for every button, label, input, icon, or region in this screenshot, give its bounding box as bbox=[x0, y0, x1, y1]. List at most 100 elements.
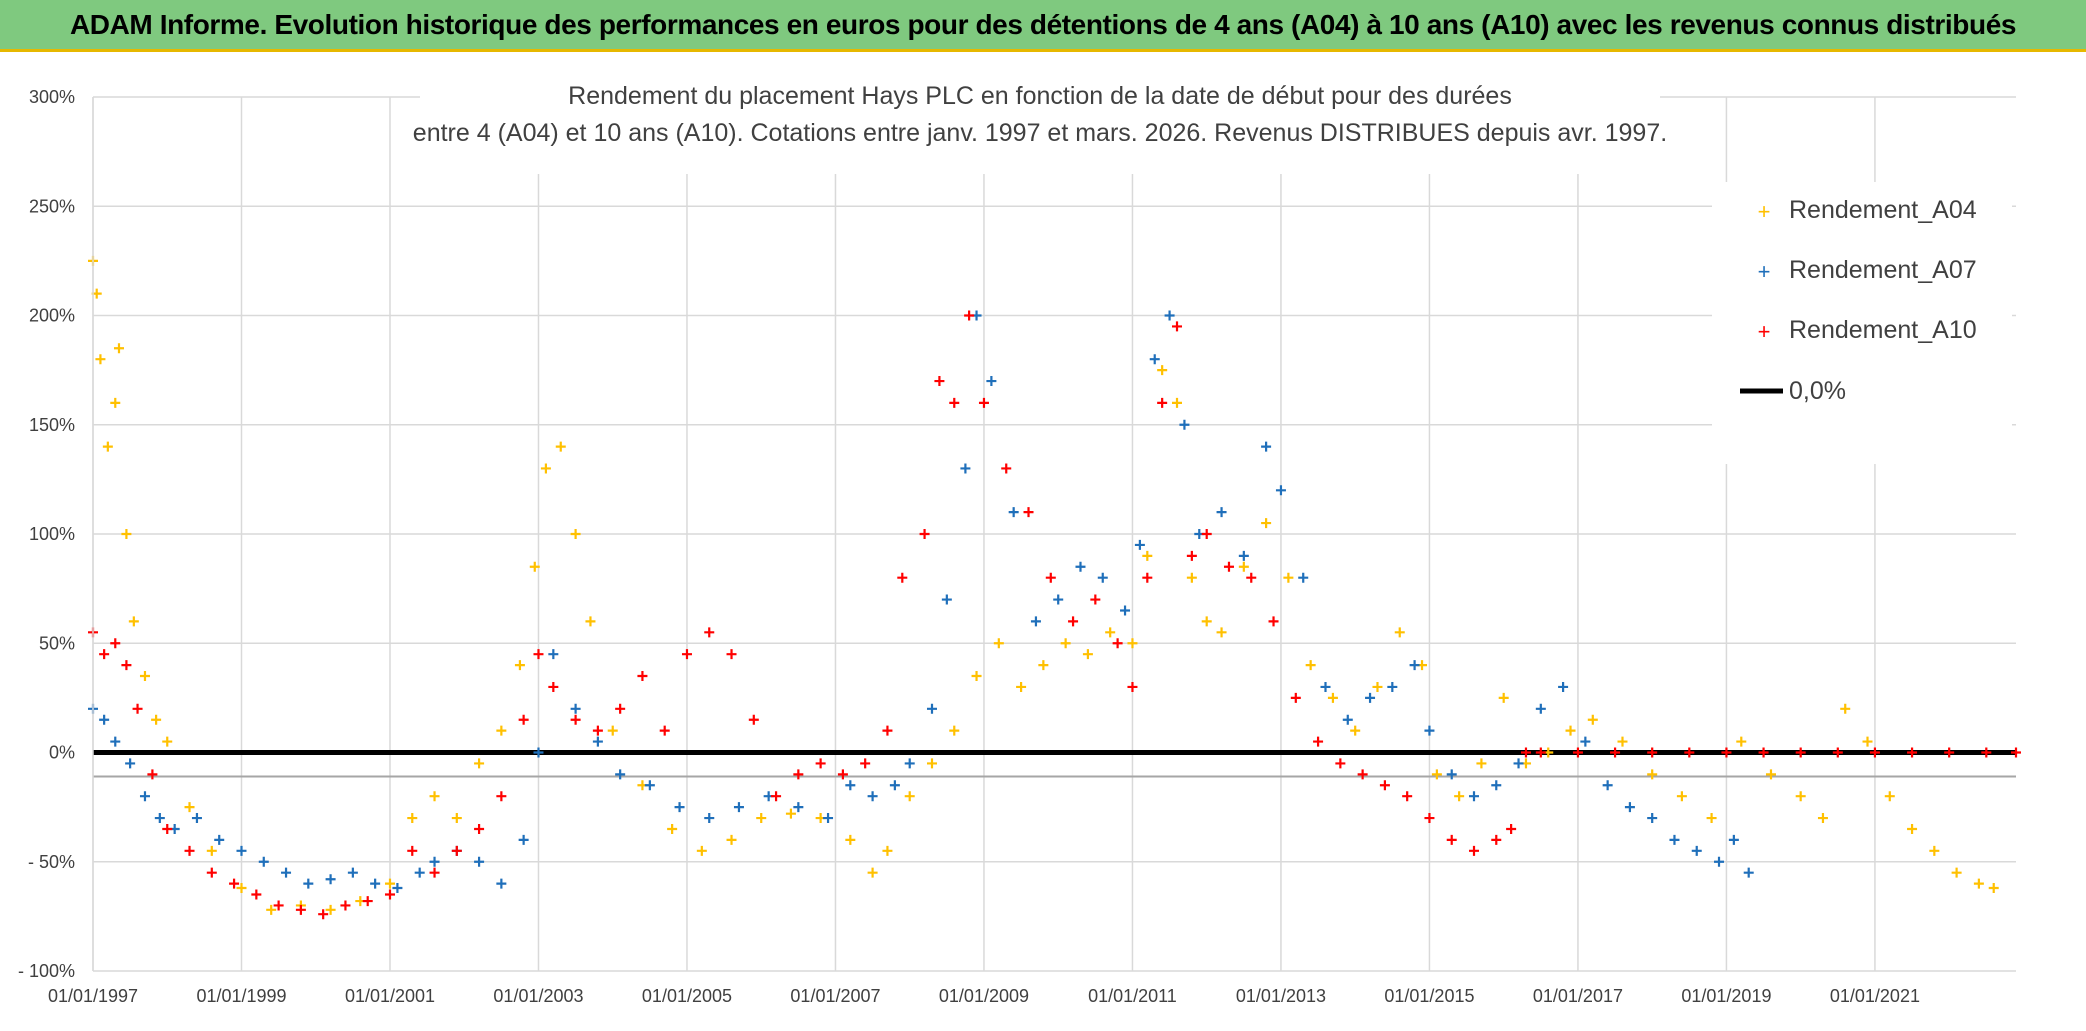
data-point bbox=[1647, 769, 1658, 780]
data-point bbox=[1261, 518, 1272, 529]
data-point bbox=[206, 845, 217, 856]
data-point bbox=[110, 638, 121, 649]
data-point bbox=[1446, 834, 1457, 845]
data-point bbox=[949, 397, 960, 408]
data-point bbox=[1120, 605, 1131, 616]
data-point bbox=[1275, 485, 1286, 496]
legend-label-a10: Rendement_A10 bbox=[1789, 316, 1977, 344]
data-point bbox=[128, 616, 139, 627]
data-point bbox=[184, 845, 195, 856]
data-point bbox=[139, 791, 150, 802]
data-point bbox=[904, 758, 915, 769]
data-point bbox=[347, 867, 358, 878]
data-point bbox=[771, 791, 782, 802]
data-point bbox=[340, 900, 351, 911]
data-point bbox=[1238, 561, 1249, 572]
data-point bbox=[151, 714, 162, 725]
data-point bbox=[1127, 638, 1138, 649]
data-point bbox=[592, 736, 603, 747]
data-point bbox=[585, 616, 596, 627]
y-tick-label: 200% bbox=[29, 306, 75, 326]
x-tick-label: 01/01/2011 bbox=[1088, 986, 1177, 1006]
data-point bbox=[1758, 747, 1769, 758]
data-point bbox=[1409, 660, 1420, 671]
data-point bbox=[1402, 791, 1413, 802]
data-point bbox=[726, 649, 737, 660]
data-point bbox=[837, 769, 848, 780]
data-point bbox=[615, 703, 626, 714]
legend-marker-a04: + bbox=[1758, 199, 1771, 224]
data-point bbox=[1706, 813, 1717, 824]
series-rendement-a10 bbox=[88, 310, 2021, 920]
data-point bbox=[815, 758, 826, 769]
data-point bbox=[1365, 692, 1376, 703]
data-point bbox=[548, 681, 559, 692]
data-point bbox=[533, 649, 544, 660]
data-point bbox=[1795, 791, 1806, 802]
data-point bbox=[110, 397, 121, 408]
data-point bbox=[667, 823, 678, 834]
data-point bbox=[303, 878, 314, 889]
legend-item-a07: + Rendement_A07 bbox=[1758, 256, 1977, 284]
data-point bbox=[674, 802, 685, 813]
data-point bbox=[1520, 747, 1531, 758]
data-point bbox=[99, 714, 110, 725]
legend-marker-a10: + bbox=[1758, 319, 1771, 344]
data-point bbox=[704, 813, 715, 824]
data-point bbox=[474, 856, 485, 867]
data-point bbox=[1201, 529, 1212, 539]
x-tick-label: 01/01/2013 bbox=[1236, 986, 1326, 1006]
data-point bbox=[756, 813, 767, 824]
data-point bbox=[318, 909, 329, 920]
data-point bbox=[1572, 747, 1583, 758]
data-point bbox=[451, 813, 462, 824]
legend-label-zero-line: 0,0% bbox=[1789, 377, 1846, 405]
data-point bbox=[1112, 638, 1123, 649]
data-point bbox=[1179, 419, 1190, 430]
data-point bbox=[1602, 780, 1613, 791]
data-point bbox=[1127, 681, 1138, 692]
x-tick-label: 01/01/2015 bbox=[1384, 986, 1474, 1006]
y-tick-label: 100% bbox=[29, 524, 75, 544]
data-point bbox=[1424, 725, 1435, 736]
data-point bbox=[1186, 550, 1197, 561]
data-point bbox=[325, 874, 336, 885]
data-point bbox=[184, 802, 195, 813]
data-point bbox=[1743, 867, 1754, 878]
data-point bbox=[1647, 813, 1658, 824]
data-point bbox=[1506, 823, 1517, 834]
data-point bbox=[823, 813, 834, 824]
data-point bbox=[978, 397, 989, 408]
data-point bbox=[1884, 791, 1895, 802]
data-point bbox=[1016, 681, 1027, 692]
data-point bbox=[949, 725, 960, 736]
data-point bbox=[897, 572, 908, 583]
data-point bbox=[1988, 882, 1999, 893]
data-point bbox=[162, 823, 173, 834]
data-point bbox=[121, 660, 132, 671]
legend-marker-a07: + bbox=[1758, 259, 1771, 284]
data-point bbox=[659, 725, 670, 736]
data-point bbox=[1387, 681, 1398, 692]
data-point bbox=[1075, 561, 1086, 572]
data-point bbox=[258, 856, 269, 867]
data-point bbox=[1721, 747, 1732, 758]
data-point bbox=[99, 649, 110, 660]
data-point bbox=[1357, 769, 1368, 780]
data-point bbox=[1305, 660, 1316, 671]
report-title: ADAM Informe. Evolution historique des p… bbox=[69, 8, 2017, 40]
data-point bbox=[229, 878, 240, 889]
x-tick-label: 01/01/2007 bbox=[790, 986, 880, 1006]
data-point bbox=[889, 780, 900, 791]
data-point bbox=[1394, 627, 1405, 638]
y-tick-label: - 50% bbox=[28, 852, 75, 872]
data-point bbox=[1454, 791, 1465, 802]
data-point bbox=[1149, 354, 1160, 365]
data-point bbox=[1498, 692, 1509, 703]
data-point bbox=[867, 867, 878, 878]
data-point bbox=[1476, 758, 1487, 769]
data-point bbox=[1172, 321, 1183, 332]
data-point bbox=[1944, 747, 1955, 758]
data-point bbox=[926, 758, 937, 769]
legend-label-a04: Rendement_A04 bbox=[1789, 196, 1977, 224]
